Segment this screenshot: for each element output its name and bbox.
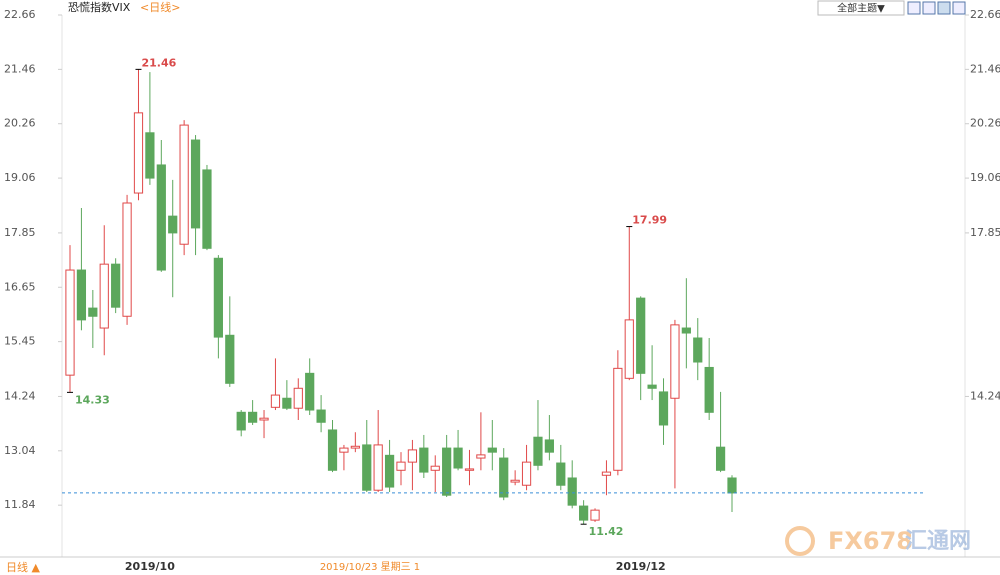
candle-body	[190, 139, 201, 229]
y2-tick-label: 19.06	[970, 171, 1000, 184]
candle-body	[704, 366, 714, 413]
candle-body	[202, 169, 212, 249]
watermark-name: 汇通网	[905, 529, 971, 554]
candle-body	[727, 477, 737, 494]
high-label: 17.99	[632, 214, 667, 227]
candle-body	[453, 447, 463, 469]
y-tick-label: 17.85	[4, 226, 36, 239]
candle-body	[419, 447, 429, 473]
candle-body	[624, 319, 634, 379]
candle-body	[122, 202, 132, 317]
candle-body	[373, 444, 383, 491]
candle-body	[316, 409, 326, 423]
candle-body	[293, 387, 303, 409]
candle-body	[693, 337, 703, 363]
y2-tick-label: 17.85	[970, 226, 1000, 239]
y2-tick-label: 20.26	[970, 117, 1000, 130]
candle-body	[636, 297, 646, 374]
y-tick-label: 16.65	[4, 280, 36, 293]
candle-body	[248, 411, 258, 423]
candle-body	[168, 215, 178, 234]
candle-body	[601, 471, 612, 476]
y2-tick-label: 21.46	[970, 62, 1000, 75]
candle-body	[88, 307, 98, 317]
low-label: 11.42	[589, 525, 624, 538]
candle-body	[270, 394, 281, 408]
candle-body	[111, 263, 121, 308]
y-tick-label: 13.04	[4, 444, 36, 457]
candle-body	[715, 446, 726, 471]
chart-title: 恐慌指数VIX	[68, 0, 131, 14]
tool-icon[interactable]	[922, 1, 936, 15]
candle-body	[464, 468, 475, 471]
candle-body	[282, 397, 292, 409]
y-tick-label: 11.84	[4, 498, 36, 511]
tool-icon[interactable]	[907, 1, 921, 15]
period-label[interactable]: <日线>	[140, 0, 180, 14]
toolbar	[907, 1, 966, 15]
y-tick-label: 14.24	[4, 389, 36, 402]
candle-body	[213, 257, 223, 338]
candle-body	[647, 384, 657, 389]
tool-icon[interactable]	[952, 1, 966, 15]
y-tick-label: 19.06	[4, 171, 36, 184]
y-tick-label: 15.45	[4, 335, 36, 348]
candle-body	[544, 439, 554, 453]
candle-body	[476, 454, 486, 459]
theme-button[interactable]: 全部主题▼	[837, 2, 885, 15]
low-label: 14.33	[75, 393, 110, 406]
candle-body	[305, 372, 315, 411]
x-tick-label: 2019/10	[125, 560, 175, 573]
watermark: FX678 汇通网	[785, 526, 971, 556]
candle-body	[384, 454, 395, 488]
tool-icon[interactable]	[937, 1, 951, 15]
theme-button-box[interactable]	[817, 0, 905, 16]
y2-tick-label: 22.66	[970, 8, 1000, 21]
candle-body	[499, 457, 509, 498]
candle-body	[396, 461, 406, 471]
x-tick-label: 2019/12	[616, 560, 666, 573]
candle-body	[225, 334, 235, 384]
candle-body	[613, 367, 623, 471]
candle-body	[658, 391, 669, 426]
candle-body	[670, 324, 680, 399]
candle-body	[590, 509, 600, 521]
candle-body	[510, 479, 520, 483]
y2-tick-label: 14.24	[970, 389, 1000, 402]
candle-body	[487, 447, 497, 453]
candle-body	[567, 477, 577, 506]
candle-body	[156, 164, 166, 271]
candle-body	[407, 449, 418, 463]
candle-body	[350, 445, 360, 449]
candle-body	[579, 505, 589, 521]
candle-body	[145, 132, 155, 179]
watermark-brand: FX678	[828, 527, 913, 555]
y-tick-label: 22.66	[4, 8, 36, 21]
candle-body	[179, 124, 189, 245]
candle-body	[442, 447, 452, 496]
candle-body	[533, 436, 543, 466]
candle-body	[339, 447, 349, 453]
candle-body	[76, 269, 87, 321]
candle-body	[521, 461, 532, 486]
status-text: 2019/10/23 星期三 1	[320, 561, 420, 573]
period-switch[interactable]: 日线 ▲	[6, 560, 40, 574]
candle-body	[327, 429, 338, 471]
candle-body	[236, 411, 246, 431]
candle-body	[99, 263, 109, 329]
watermark-logo	[785, 526, 815, 556]
high-label: 21.46	[141, 56, 176, 69]
candle-body	[259, 417, 269, 421]
candle-body	[681, 327, 691, 334]
candle-body	[362, 444, 372, 491]
y-tick-label: 21.46	[4, 62, 36, 75]
candle-body	[65, 269, 75, 376]
y-tick-label: 20.26	[4, 117, 36, 130]
candle-body	[133, 112, 144, 194]
candle-body	[430, 465, 440, 471]
candle-body	[556, 462, 566, 486]
